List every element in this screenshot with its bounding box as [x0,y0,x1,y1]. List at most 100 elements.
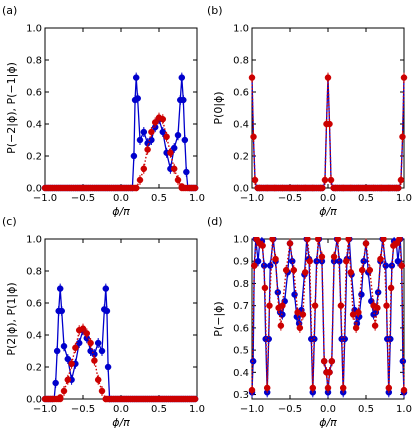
data-point [148,128,155,136]
y-axis-label: P(0|ϕ) [212,91,225,124]
y-tick-label: 0.8 [26,56,42,67]
data-point [326,120,333,128]
data-point [181,136,189,144]
data-point [144,146,151,153]
data-point [377,255,384,263]
data-point [94,339,102,347]
plot-area [41,283,199,403]
baseline-point [395,184,402,192]
y-tick-label: 0.6 [233,88,249,99]
y-tick-label: 1.0 [26,235,42,246]
data-point [136,136,144,144]
data-point [167,149,174,157]
data-point [72,344,79,352]
x-tick-label: 1.0 [189,193,205,204]
x-tick-label: −0.5 [71,404,95,415]
x-tick-label: 1.0 [396,193,412,204]
data-point [358,266,366,274]
panel-4: −1.0 −0.5 0.0 0.5 1.0 0.3 0.4 0.5 0.6 0.7 0.8 0.9 1.… [207,215,412,429]
data-point [140,165,148,173]
y-tick-label: 1.0 [233,235,249,246]
y-tick-label: 0.2 [233,152,249,163]
data-point [180,96,187,104]
data-point [289,257,296,265]
data-point [58,307,65,315]
data-point [339,384,347,392]
data-point [248,386,256,394]
data-point [299,311,307,318]
data-point [318,253,326,261]
y-tick-label: 1.0 [26,24,42,35]
data-point [170,165,178,173]
data-point [248,74,256,81]
data-point [56,285,64,292]
y-axis-label: P(−|ϕ) [212,301,225,336]
plot-area [248,72,408,192]
x-axis-label: ϕ/π [319,416,337,429]
data-point [134,95,141,102]
y-tick-label: 0.8 [233,56,249,67]
data-point [64,355,72,363]
data-point [358,291,365,298]
x-tick-label: 0.5 [358,193,374,204]
y-axis-label: P(2|ϕ), P(1|ϕ) [5,282,18,355]
data-point [250,133,257,141]
data-point [272,255,279,263]
data-point [174,176,182,184]
y-tick-label: 0.2 [26,152,42,163]
data-point [347,269,355,276]
data-point [342,257,350,265]
x-tick-label: 0.0 [113,404,129,415]
data-point [279,302,286,309]
data-point [130,152,138,160]
y-tick-label: 0.6 [26,299,42,310]
data-point [104,363,112,371]
x-tick-label: 1.0 [189,404,205,415]
data-point [68,360,75,368]
data-point [254,257,262,265]
data-point [178,74,186,81]
x-tick-label: −0.5 [278,404,302,415]
x-tick-label: 0.5 [358,404,374,415]
data-point [397,176,405,184]
data-point [301,269,309,276]
x-tick-label: −1.0 [33,193,57,204]
x-tick-label: 0.0 [320,404,336,415]
x-axis-label: ϕ/π [112,205,130,218]
data-point [170,144,178,152]
data-point [282,266,290,274]
data-point [136,176,144,184]
panel-label: (d) [207,215,223,228]
y-tick-label: 0.4 [233,368,249,379]
data-point [269,237,276,243]
data-point [291,291,298,298]
data-point [337,302,345,309]
y-tick-label: 0.6 [26,88,42,99]
data-point [314,237,322,243]
y-axis-label: P(−2|ϕ), P(−1|ϕ) [5,62,18,154]
data-point [327,176,335,184]
x-tick-label: 0.0 [113,193,129,204]
series-line-2 [45,327,197,400]
data-point [382,262,390,269]
data-point [277,322,285,329]
data-point [400,74,408,81]
data-point [53,347,61,355]
x-tick-label: −0.5 [278,193,302,204]
baseline-point [56,395,64,403]
x-tick-label: 0.5 [151,193,167,204]
data-point [163,133,170,141]
y-tick-label: 0.8 [233,279,249,290]
data-point [366,266,374,274]
data-point [140,128,148,136]
data-point [296,324,304,332]
data-point [309,384,317,392]
data-point [400,386,408,394]
data-point [266,262,274,269]
data-point [266,302,273,309]
data-point [60,342,68,350]
data-point [87,339,94,347]
x-tick-label: −0.5 [71,193,95,204]
data-point [98,387,106,395]
data-point [159,115,167,123]
